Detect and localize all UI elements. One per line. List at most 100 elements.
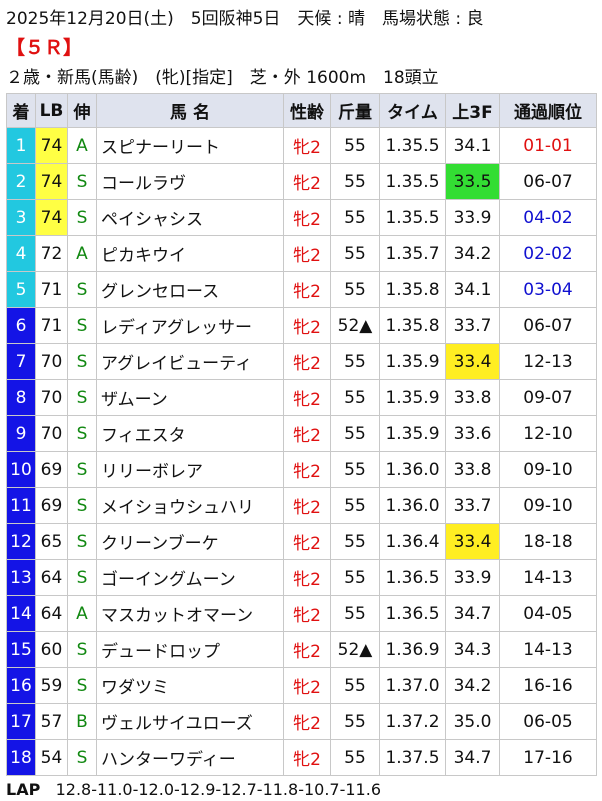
cell-time: 1.36.5 — [379, 595, 446, 632]
table-row: 5 71 S グレンセロース 牝2 55 1.35.8 34.1 03-04 — [6, 271, 597, 308]
cell-f3: 33.4 — [445, 343, 500, 380]
cell-nobi: S — [67, 271, 97, 308]
cell-lb: 70 — [35, 415, 68, 452]
results-table: 着 LB 伸馬 名性齢 斤量 タイム 上3F 通過順位 1 74 A スピナーリート 牝2 55 1.3… — [6, 93, 597, 776]
cell-rank: 3 — [6, 199, 36, 236]
cell-rank: 2 — [6, 163, 36, 200]
cell-pass: 09-10 — [499, 451, 597, 488]
cell-time: 1.37.2 — [379, 703, 446, 740]
cell-name: メイショウシュハリ — [96, 487, 284, 524]
cell-lb: 70 — [35, 379, 68, 416]
cell-sei: 牝2 — [283, 199, 331, 236]
cell-lb: 69 — [35, 451, 68, 488]
cell-nobi: A — [67, 127, 97, 164]
cell-nobi: S — [67, 379, 97, 416]
cell-name: クリーンブーケ — [96, 523, 284, 560]
table-row: 18 54 S ハンターワディー 牝2 55 1.37.5 34.7 17-16 — [6, 739, 597, 776]
cell-kin: 55 — [330, 487, 380, 524]
cell-f3: 34.2 — [445, 235, 500, 272]
cell-time: 1.37.5 — [379, 739, 446, 776]
cell-rank: 7 — [6, 343, 36, 380]
column-header: 馬 名 — [96, 93, 284, 128]
cell-kin: 55 — [330, 595, 380, 632]
cell-kin: 55 — [330, 739, 380, 776]
cell-time: 1.36.9 — [379, 631, 446, 668]
cell-nobi: S — [67, 343, 97, 380]
cell-lb: 65 — [35, 523, 68, 560]
cell-lb: 59 — [35, 667, 68, 704]
cell-lb: 57 — [35, 703, 68, 740]
cell-name: スピナーリート — [96, 127, 284, 164]
cell-pass: 04-05 — [499, 595, 597, 632]
cell-rank: 1 — [6, 127, 36, 164]
cell-nobi: S — [67, 667, 97, 704]
cell-nobi: S — [67, 199, 97, 236]
cell-f3: 33.8 — [445, 379, 500, 416]
cell-rank: 11 — [6, 487, 36, 524]
cell-sei: 牝2 — [283, 559, 331, 596]
cell-pass: 18-18 — [499, 523, 597, 560]
cell-pass: 17-16 — [499, 739, 597, 776]
cell-kin: 55 — [330, 559, 380, 596]
cell-time: 1.35.5 — [379, 199, 446, 236]
cell-rank: 18 — [6, 739, 36, 776]
cell-name: ヴェルサイユローズ — [96, 703, 284, 740]
lap-label: LAP — [6, 780, 41, 799]
cell-sei: 牝2 — [283, 379, 331, 416]
table-row: 16 59 S ワダツミ 牝2 55 1.37.0 34.2 16-16 — [6, 667, 597, 704]
cell-name: ペイシャシス — [96, 199, 284, 236]
cell-nobi: S — [67, 163, 97, 200]
cell-sei: 牝2 — [283, 667, 331, 704]
cell-kin: 55 — [330, 523, 380, 560]
cell-name: ゴーイングムーン — [96, 559, 284, 596]
cell-time: 1.35.5 — [379, 127, 446, 164]
cell-time: 1.35.7 — [379, 235, 446, 272]
column-header: 性齢 — [283, 93, 331, 128]
cell-nobi: S — [67, 559, 97, 596]
cell-lb: 71 — [35, 307, 68, 344]
race-conditions: ２歳・新馬(馬齢) (牝)[指定] 芝・外 1600m 18頭立 — [6, 68, 439, 88]
cell-sei: 牝2 — [283, 127, 331, 164]
cell-pass: 09-07 — [499, 379, 597, 416]
table-row: 6 71 S レディアグレッサー 牝2 52▲ 1.35.8 33.7 06-07 — [6, 307, 597, 344]
cell-name: レディアグレッサー — [96, 307, 284, 344]
cell-kin: 55 — [330, 127, 380, 164]
cell-kin: 52▲ — [330, 307, 380, 344]
cell-sei: 牝2 — [283, 487, 331, 524]
table-row: 17 57 B ヴェルサイユローズ 牝2 55 1.37.2 35.0 06-05 — [6, 703, 597, 740]
table-row: 8 70 S ザムーン 牝2 55 1.35.9 33.8 09-07 — [6, 379, 597, 416]
cell-sei: 牝2 — [283, 235, 331, 272]
cell-lb: 64 — [35, 559, 68, 596]
cell-time: 1.35.8 — [379, 307, 446, 344]
table-row: 13 64 S ゴーイングムーン 牝2 55 1.36.5 33.9 14-13 — [6, 559, 597, 596]
cell-pass: 09-10 — [499, 487, 597, 524]
cell-lb: 60 — [35, 631, 68, 668]
cell-rank: 16 — [6, 667, 36, 704]
cell-f3: 33.6 — [445, 415, 500, 452]
table-row: 11 69 S メイショウシュハリ 牝2 55 1.36.0 33.7 09-10 — [6, 487, 597, 524]
cell-name: コールラヴ — [96, 163, 284, 200]
cell-kin: 55 — [330, 271, 380, 308]
cell-sei: 牝2 — [283, 271, 331, 308]
cell-lb: 71 — [35, 271, 68, 308]
cell-pass: 04-02 — [499, 199, 597, 236]
cell-sei: 牝2 — [283, 343, 331, 380]
lap-value: 12.8-11.0-12.0-12.9-12.7-11.8-10.7-11.6 — [55, 780, 381, 799]
cell-f3: 33.9 — [445, 199, 500, 236]
cell-time: 1.36.4 — [379, 523, 446, 560]
cell-name: ザムーン — [96, 379, 284, 416]
race-info: 2025年12月20日(土) 5回阪神5日 天候 : 晴 馬場状態 : 良 — [6, 9, 484, 29]
cell-rank: 14 — [6, 595, 36, 632]
table-row: 10 69 S リリーボレア 牝2 55 1.36.0 33.8 09-10 — [6, 451, 597, 488]
cell-pass: 02-02 — [499, 235, 597, 272]
column-header: 斤量 — [330, 93, 380, 128]
cell-kin: 55 — [330, 379, 380, 416]
header-row: 着 LB 伸馬 名性齢 斤量 タイム 上3F 通過順位 — [6, 93, 597, 128]
table-row: 12 65 S クリーンブーケ 牝2 55 1.36.4 33.4 18-18 — [6, 523, 597, 560]
cell-name: グレンセロース — [96, 271, 284, 308]
cell-nobi: S — [67, 523, 97, 560]
column-header: タイム — [379, 93, 446, 128]
cell-lb: 72 — [35, 235, 68, 272]
cell-sei: 牝2 — [283, 595, 331, 632]
cell-rank: 4 — [6, 235, 36, 272]
